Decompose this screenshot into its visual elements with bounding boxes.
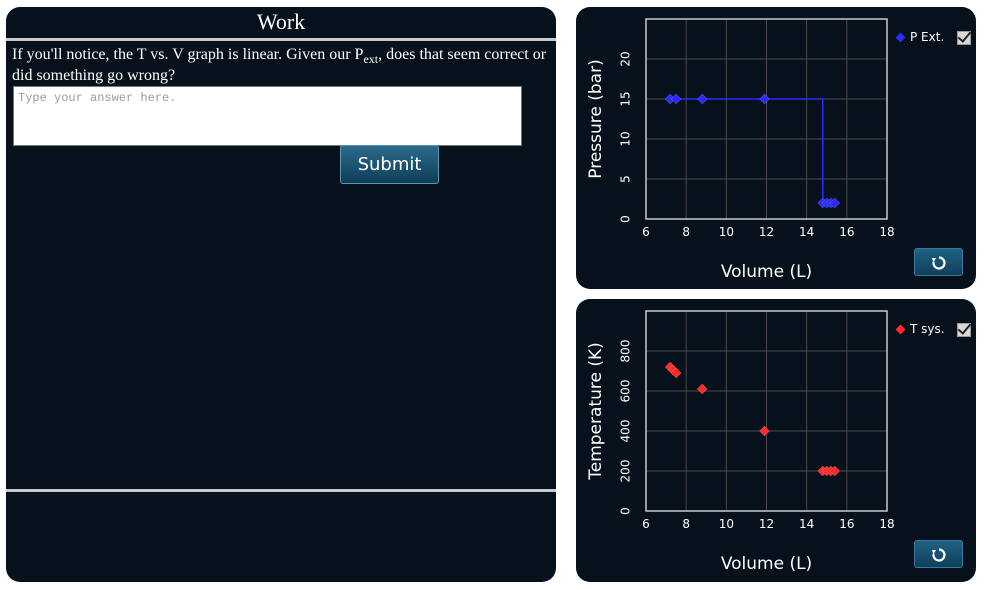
pressure-x-tick-label: 14: [799, 225, 814, 239]
question-text-start: If you'll notice, the T vs. V graph is l…: [12, 46, 364, 63]
question-text: If you'll notice, the T vs. V graph is l…: [12, 44, 547, 86]
temperature-data-point: [759, 425, 770, 437]
pressure-x-tick-label: 16: [839, 225, 854, 239]
reset-button-pressure[interactable]: [914, 248, 963, 276]
legend-label-temperature: T sys.: [910, 322, 945, 336]
pressure-y-tick-label: 15: [619, 91, 633, 106]
pressure-plot-border: [645, 18, 888, 220]
pressure-data-point: [670, 93, 682, 105]
reset-button-temperature[interactable]: [914, 540, 963, 568]
pressure-x-tick-label: 12: [759, 225, 774, 239]
legend-label-pressure: P Ext.: [910, 30, 945, 44]
answer-input[interactable]: [13, 86, 522, 146]
temperature-y-tick-label: 800: [619, 340, 633, 363]
legend-checkbox-temperature[interactable]: [957, 323, 971, 337]
temperature-data-point: [829, 465, 841, 477]
temperature-x-tick-label: 16: [839, 517, 854, 531]
pressure-chart-panel: 6 8 10 12 14 16 18 0 5 10 15 20 Volume (L) Pressure (…: [576, 7, 976, 289]
pressure-series-line: [670, 98, 835, 204]
pressure-data-point: [829, 197, 841, 209]
pressure-y-tick-label: 5: [619, 175, 633, 183]
pressure-x-axis-label: Volume (L): [721, 262, 812, 282]
pressure-y-tick-label: 0: [619, 215, 633, 223]
temperature-x-tick-label: 10: [719, 517, 734, 531]
temperature-x-tick-label: 18: [879, 517, 894, 531]
temperature-x-tick-label: 14: [799, 517, 814, 531]
pressure-x-tick-label: 10: [719, 225, 734, 239]
question-text-end: , does that seem correct or did somethin…: [12, 46, 547, 84]
temperature-y-tick-label: 0: [619, 507, 633, 515]
temperature-plot-border: [645, 310, 888, 512]
temperature-y-tick-label: 600: [619, 380, 633, 403]
title-divider: [6, 38, 556, 41]
temperature-x-tick-label: 12: [759, 517, 774, 531]
pressure-x-tick-label: 6: [642, 225, 650, 239]
temperature-y-tick-label: 200: [619, 460, 633, 483]
pressure-x-tick-label: 8: [682, 225, 690, 239]
temperature-chart: 6 8 10 12 14 16 18 0 200 400 600 800 Volume (L) Tempe…: [586, 310, 895, 574]
bottom-divider: [6, 489, 556, 492]
reset-icon: [932, 548, 946, 562]
pressure-y-tick-label: 10: [619, 131, 633, 146]
pressure-y-axis-label: Pressure (bar): [586, 59, 606, 178]
pressure-data-point: [759, 93, 770, 105]
pressure-data-point: [696, 93, 708, 105]
temperature-x-axis-label: Volume (L): [721, 554, 812, 574]
question-subscript: ext: [363, 52, 379, 67]
temperature-data-point: [670, 367, 682, 379]
pressure-x-tick-label: 18: [879, 225, 894, 239]
temperature-x-tick-label: 6: [642, 517, 650, 531]
temperature-x-tick-label: 8: [682, 517, 690, 531]
work-title: Work: [256, 9, 306, 34]
temperature-y-tick-label: 400: [619, 420, 633, 443]
reset-icon: [932, 256, 946, 270]
submit-button[interactable]: Submit: [340, 145, 439, 184]
legend-checkbox-pressure[interactable]: [957, 31, 971, 45]
temperature-chart-panel: 6 8 10 12 14 16 18 0 200 400 600 800 Volume (L) Tempe…: [576, 299, 976, 582]
temperature-y-axis-label: Temperature (K): [586, 342, 606, 481]
pressure-y-tick-label: 20: [619, 51, 633, 66]
work-panel: Work If you'll notice, the T vs. V graph…: [6, 7, 556, 582]
pressure-chart: 6 8 10 12 14 16 18 0 5 10 15 20 Volume (L) Pressure (…: [586, 18, 895, 282]
temperature-data-point: [696, 383, 708, 395]
